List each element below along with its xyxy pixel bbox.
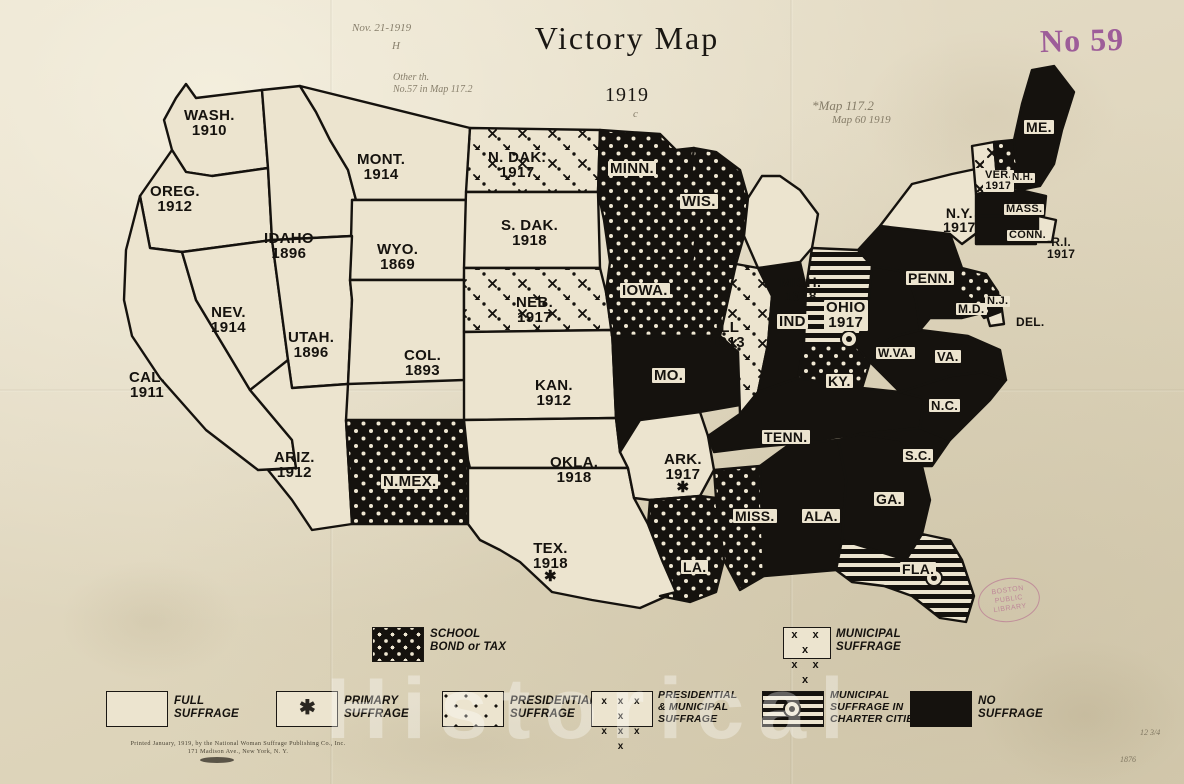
state-ndak (464, 126, 602, 194)
page-title: Victory Map (534, 20, 720, 56)
handwritten-note: Nov. 21-1919 (352, 22, 412, 34)
archive-number-stamp: No 59 (1039, 20, 1125, 60)
legend-label-municipal-suffrage-charter-cities: MUNICIPAL SUFFRAGE IN CHARTER CITIES (830, 689, 921, 725)
state-minn (596, 128, 702, 264)
legend-line: CHARTER CITIES (830, 713, 921, 725)
legend-line: SUFFRAGE (344, 708, 409, 720)
legend-label-no-suffrage: NO SUFFRAGE (978, 695, 1043, 721)
state-okla (462, 416, 630, 470)
legend-line: SCHOOL (430, 628, 481, 640)
handwritten-note: Other th. (393, 72, 430, 83)
handwritten-note: c (633, 108, 638, 120)
state-col (346, 278, 466, 386)
legend-swatch-primary-suffrage (276, 691, 338, 727)
state-kan (462, 328, 618, 422)
legend-line: NO (978, 695, 996, 707)
legend-swatch-presidential-suffrage (442, 691, 504, 727)
state-fla (834, 532, 976, 624)
state-sdak (462, 190, 602, 270)
legend-label-municipal-suffrage: MUNICIPAL SUFFRAGE (836, 628, 901, 654)
state-mass (974, 188, 1048, 218)
page-subtitle-year: 1919 (605, 84, 649, 106)
handwritten-note: Map 60 1919 (832, 114, 891, 126)
legend-line: & MUNICIPAL (658, 701, 729, 713)
handwritten-note: *Map 117.2 (812, 98, 874, 113)
legend-line: BOND or TAX (430, 641, 507, 653)
legend-line: SUFFRAGE IN (830, 701, 904, 713)
legend-label-presidential-suffrage: PRESIDENTIAL SUFFRAGE (510, 695, 597, 721)
ohio-charter-city-symbol (840, 330, 858, 348)
legend-asterisk-icon: ✱ (299, 697, 316, 719)
legend-line: PRESIDENTIAL (658, 689, 738, 701)
state-ala (758, 438, 848, 578)
handwritten-note: 1876 (1120, 755, 1136, 764)
handwritten-note: 12 3/4 (1140, 728, 1161, 737)
legend-label-full-suffrage: FULL SUFFRAGE (174, 695, 239, 721)
state-mich (742, 174, 820, 270)
state-iowa (604, 260, 738, 338)
legend-swatch-full-suffrage (106, 691, 168, 727)
legend-swatch-no-suffrage (910, 691, 972, 727)
union-label-mark (200, 757, 234, 763)
state-conn (974, 214, 1038, 246)
state-wyo (348, 198, 468, 282)
legend-line: SUFFRAGE (510, 708, 575, 720)
state-neb (462, 266, 614, 334)
florida-charter-city-symbol (925, 569, 943, 587)
state-nmex (344, 418, 470, 526)
legend-line: SUFFRAGE (658, 713, 718, 725)
handwritten-note: No.57 in Map 117.2 (393, 84, 473, 95)
state-ri (1036, 214, 1058, 244)
legend-line: PRIMARY (344, 695, 399, 707)
credit-line-2: 171 Madison Ave., New York, N. Y. (187, 748, 289, 755)
legend-swatch-school-bond-or-tax (372, 627, 424, 662)
legend-swatch-presidential-and-municipal-suffrage (591, 691, 653, 727)
legend-line: PRESIDENTIAL (510, 695, 597, 707)
legend-line: SUFFRAGE (978, 708, 1043, 720)
handwritten-note: H (392, 40, 400, 52)
legend-line: MUNICIPAL (830, 689, 890, 701)
state-ariz (248, 358, 354, 532)
legend-line: SUFFRAGE (174, 708, 239, 720)
publisher-credit: Printed January, 1919, by the National W… (88, 740, 388, 756)
legend-label-presidential-and-municipal-suffrage: PRESIDENTIAL & MUNICIPAL SUFFRAGE (658, 689, 737, 725)
legend-label-school-bond-or-tax: SCHOOL BOND or TAX (430, 628, 506, 654)
legend-line: FULL (174, 695, 205, 707)
legend-line: SUFFRAGE (836, 641, 901, 653)
state-la (646, 494, 726, 604)
legend-line: MUNICIPAL (836, 628, 901, 640)
charter-city-target-center (789, 706, 795, 712)
legend-swatch-municipal-suffrage (783, 627, 831, 659)
credit-line-1: Printed January, 1919, by the National W… (130, 740, 346, 747)
legend-label-primary-suffrage: PRIMARY SUFFRAGE (344, 695, 409, 721)
